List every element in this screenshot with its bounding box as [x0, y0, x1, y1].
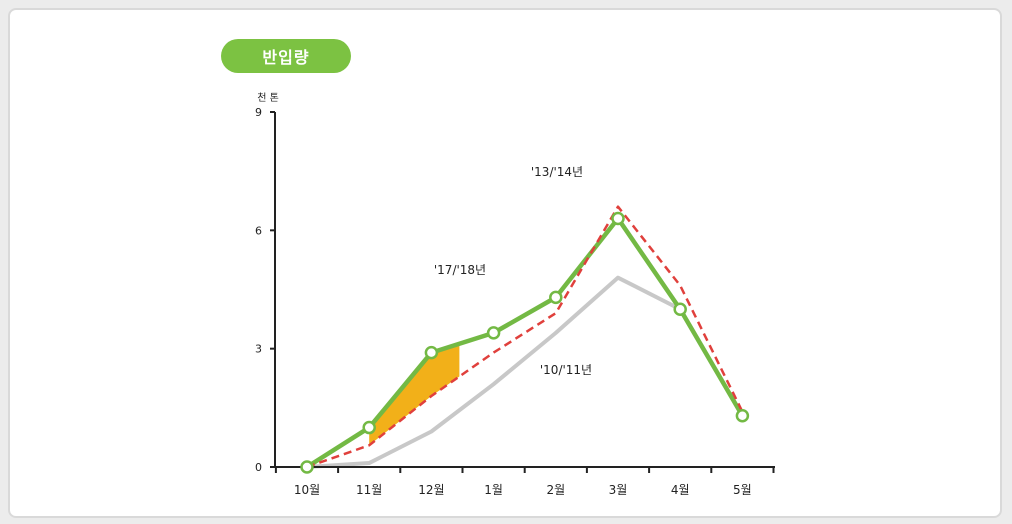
- x-tick-label: 5월: [733, 483, 752, 497]
- x-tick-label: 10월: [294, 483, 320, 497]
- x-tick-label: 3월: [609, 483, 628, 497]
- y-axis-unit-label: 천 톤: [257, 92, 279, 104]
- x-tick-label: 4월: [671, 483, 690, 497]
- data-point-marker: [362, 420, 376, 435]
- data-point-marker: [424, 345, 439, 360]
- data-point-marker: [486, 326, 501, 340]
- chart-title-badge: 반입량: [221, 39, 351, 73]
- series-label-1314: '13/'14년: [531, 165, 583, 179]
- x-tick-label: 2월: [546, 483, 565, 497]
- y-tick-label: 6: [255, 224, 262, 237]
- data-point-marker: [673, 302, 687, 316]
- highlight-area: [369, 343, 460, 446]
- series-line-1314: [306, 205, 744, 469]
- series-line-1011: [306, 275, 682, 469]
- x-tick-label: 11월: [356, 483, 382, 497]
- series-label-1011: '10/'11년: [540, 363, 592, 377]
- data-point-marker: [300, 460, 314, 474]
- y-tick-label: 9: [255, 106, 262, 119]
- x-tick-label: 1월: [484, 483, 503, 497]
- series-line-1718: [305, 216, 745, 469]
- x-tick-label: 12월: [418, 483, 444, 497]
- data-point-marker: [735, 408, 750, 423]
- chart-panel: [8, 8, 1002, 518]
- series-label-1718: '17/'18년: [434, 263, 486, 277]
- y-tick-label: 3: [255, 343, 262, 356]
- data-point-marker: [549, 290, 563, 305]
- data-point-marker: [611, 211, 625, 226]
- y-tick-label: 0: [255, 461, 262, 474]
